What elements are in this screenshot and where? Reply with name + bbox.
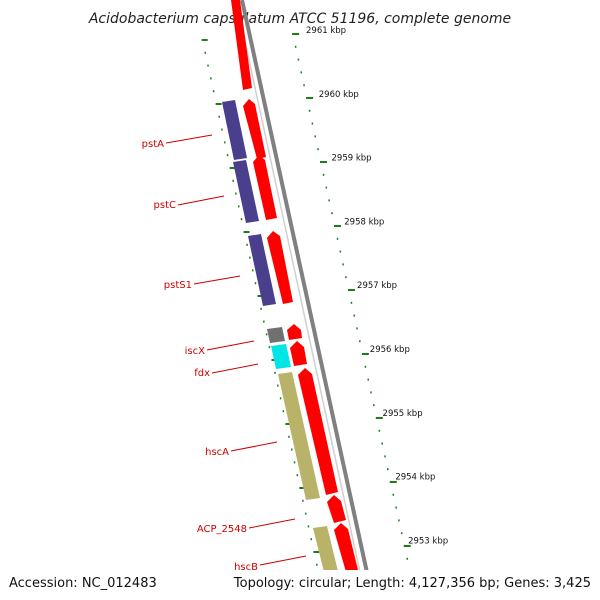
gene-label-pstS1: pstS1 xyxy=(164,280,192,291)
cds-forward[interactable] xyxy=(327,495,346,523)
outer-tick-scale xyxy=(292,33,411,560)
genome-summary-text: Topology: circular; Length: 4,127,356 bp… xyxy=(233,576,591,591)
footer-background xyxy=(0,570,600,600)
genome-backbone xyxy=(240,0,375,600)
kbp-tick-label: 2956 kbp xyxy=(370,345,410,355)
gene-pstA[interactable] xyxy=(222,100,247,160)
gene-label-pstC: pstC xyxy=(154,200,176,211)
genome-backbone-inner xyxy=(235,0,367,600)
gene-fdx[interactable] xyxy=(271,344,291,369)
map-title: Acidobacterium capsulatum ATCC 51196, co… xyxy=(88,11,511,27)
kbp-tick-label: 2959 kbp xyxy=(332,154,372,164)
gene-label-hscB: hscB xyxy=(234,562,258,573)
kbp-tick-label: 2958 kbp xyxy=(344,217,384,227)
gene-label-fdx: fdx xyxy=(194,368,210,379)
gene-label-group: pstA pstC pstS1 iscX fdx hscA ACP_2548 h… xyxy=(142,134,307,573)
gene-label-iscX: iscX xyxy=(185,346,205,357)
kbp-tick-label: 2961 kbp xyxy=(306,26,346,36)
leader-line xyxy=(165,134,213,144)
forward-strand-genes xyxy=(231,0,358,572)
kbp-tick-labels: 2961 kbp 2960 kbp 2959 kbp 2958 kbp 2957 kbp… xyxy=(306,26,448,546)
gene-pstC[interactable] xyxy=(233,160,259,223)
kbp-tick-label: 2960 kbp xyxy=(319,90,359,100)
gene-label-ACP_2548: ACP_2548 xyxy=(197,524,247,535)
gene-label-hscA: hscA xyxy=(205,447,229,458)
cds-forward[interactable] xyxy=(298,368,338,495)
kbp-tick-label: 2954 kbp xyxy=(395,473,435,483)
leader-line xyxy=(230,441,278,452)
gene-hscA[interactable] xyxy=(278,372,320,500)
cds-forward[interactable] xyxy=(290,341,307,366)
gene-iscX[interactable] xyxy=(267,327,285,343)
leader-line xyxy=(177,195,225,206)
kbp-tick-label: 2957 kbp xyxy=(357,281,397,291)
leader-line xyxy=(193,275,241,285)
cds-forward[interactable] xyxy=(287,324,302,340)
leader-line xyxy=(248,518,296,529)
cds-forward[interactable] xyxy=(243,99,266,159)
leader-line xyxy=(211,363,259,374)
cds-forward[interactable] xyxy=(231,0,252,90)
leader-line xyxy=(259,555,307,566)
cds-forward[interactable] xyxy=(253,155,277,220)
cds-forward[interactable] xyxy=(267,231,293,304)
kbp-tick-label: 2955 kbp xyxy=(383,409,423,419)
cds-forward[interactable] xyxy=(334,523,358,572)
leader-line xyxy=(206,340,255,351)
gene-label-pstA: pstA xyxy=(142,139,164,150)
kbp-tick-label: 2953 kbp xyxy=(408,536,448,546)
accession-text: Accession: NC_012483 xyxy=(9,576,157,591)
gene-pstS1[interactable] xyxy=(248,234,276,306)
